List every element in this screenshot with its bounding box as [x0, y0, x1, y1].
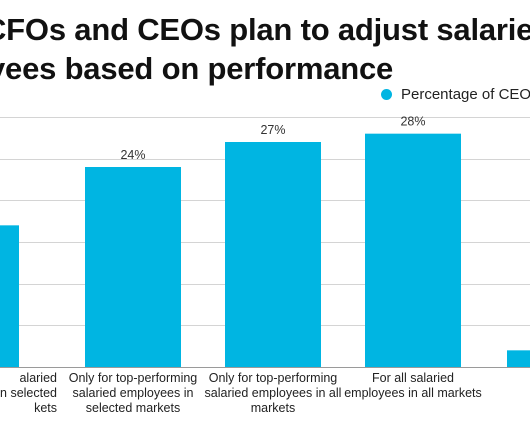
data-label-1: 24%	[120, 148, 145, 162]
category-label-line: Only for top-performing	[68, 371, 198, 385]
category-label-1: Only for top-performing salaried employee…	[63, 371, 203, 416]
chart-title-line-1: CFOs and CEOs plan to adjust salaries	[0, 12, 530, 47]
category-label-3: For all salaried employees in all markets	[343, 371, 483, 401]
category-label-line: kets	[34, 401, 57, 415]
legend-label: Percentage of CEO	[401, 86, 530, 103]
legend: Percentage of CEO	[381, 86, 530, 103]
bar-3	[365, 133, 461, 367]
category-label-line: For all salaried	[372, 371, 454, 385]
bar-4	[507, 350, 530, 367]
category-label-line: salaried employees in all	[204, 386, 342, 400]
category-label-line: employees in all markets	[344, 386, 482, 400]
category-label-line: salaried employees in	[72, 386, 194, 400]
bar-0	[0, 225, 19, 367]
category-label-line: alaried	[19, 371, 57, 385]
data-label-3: 28%	[400, 115, 425, 129]
category-label-line: selected markets	[85, 401, 181, 415]
bars	[0, 133, 530, 367]
legend-swatch	[381, 89, 392, 100]
bar-2	[225, 142, 321, 367]
bar-1	[85, 167, 181, 367]
category-label-line: n selected	[0, 386, 57, 400]
category-label-2: Only for top-performing salaried employee…	[203, 371, 343, 416]
category-label-line: Only for top-performing	[208, 371, 338, 385]
data-label-2: 27%	[260, 123, 285, 137]
data-labels: %24%27%28%	[120, 115, 425, 162]
category-label-0: alaried n selected kets	[0, 371, 57, 416]
chart-title-line-2: yees based on performance	[0, 51, 394, 86]
category-label-line: markets	[250, 401, 296, 415]
